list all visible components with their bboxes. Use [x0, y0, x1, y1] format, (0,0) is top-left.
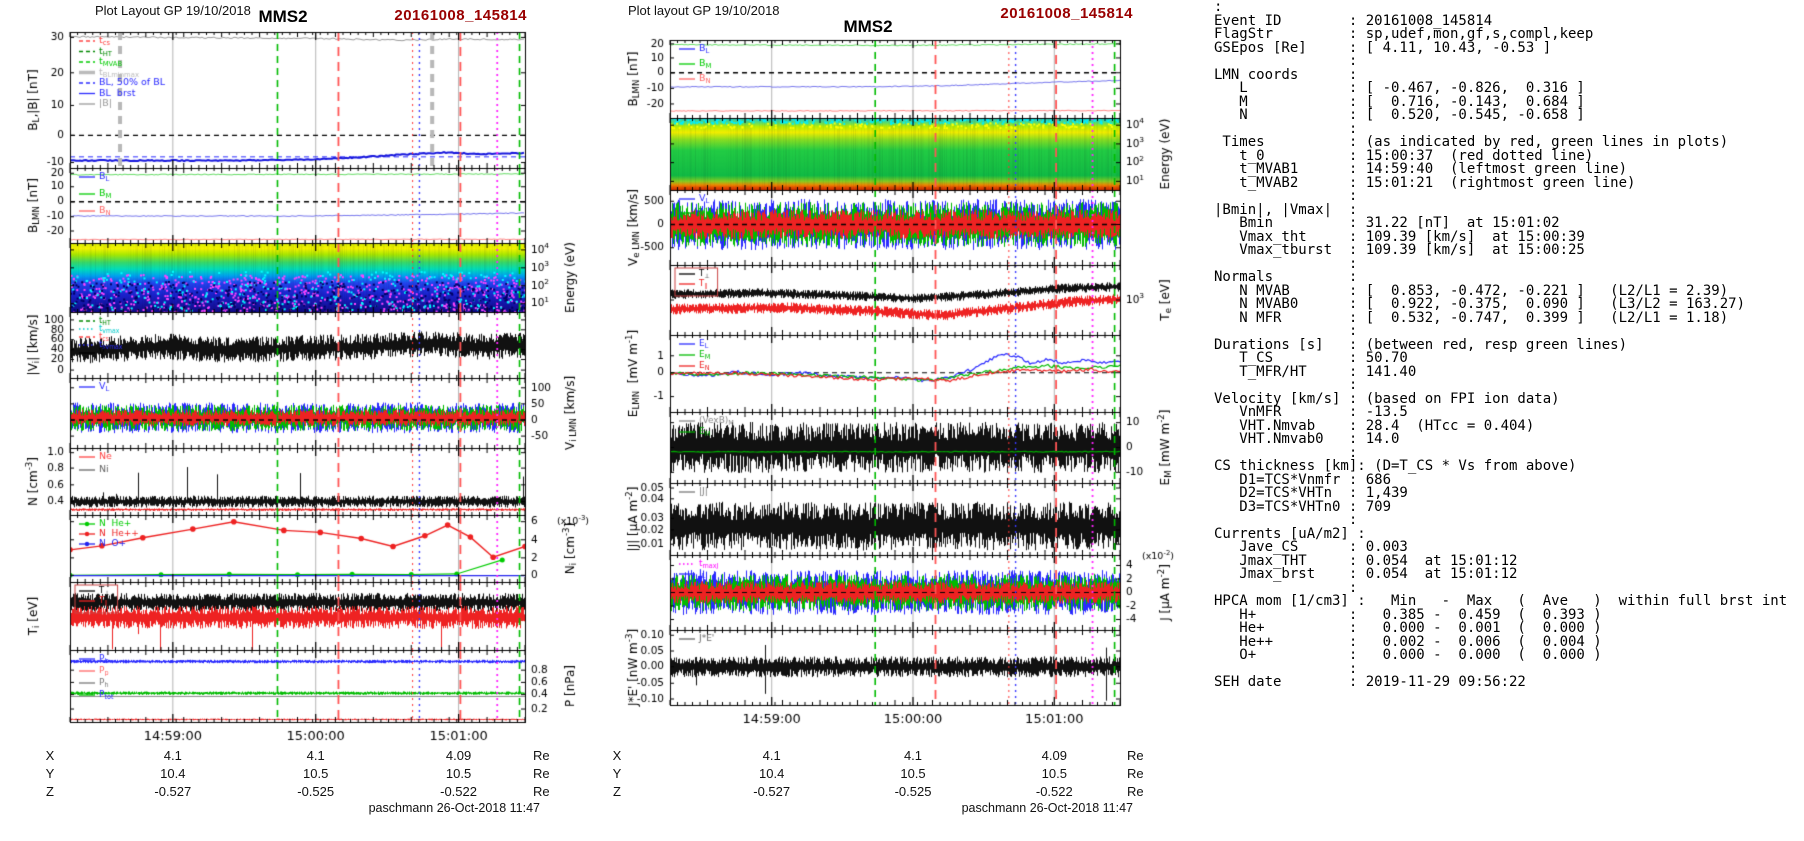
xyz-value: -0.522: [440, 784, 477, 799]
credit-mid: paschmann 26-Oct-2018 11:47: [961, 801, 1133, 815]
xyz-value: -0.527: [154, 784, 192, 799]
xyz-unit: Re: [1127, 748, 1144, 763]
xyz-value: 4.09: [1041, 748, 1067, 763]
xyz-row-label: Z: [613, 784, 621, 799]
xyz-unit: Re: [533, 766, 550, 781]
xyz-row-label: X: [612, 748, 622, 763]
xyz-row-label: Y: [45, 766, 55, 781]
xyz-row-label: X: [45, 748, 55, 763]
xyz-unit: Re: [1127, 784, 1144, 799]
info-text: : Event ID : 20161008_145814 FlagStr : s…: [1214, 0, 1788, 690]
xyz-value: 4.09: [445, 748, 472, 763]
xyz-row-label: Z: [46, 784, 54, 799]
xyz-value: 10.5: [445, 766, 472, 781]
xyz-row-label: Y: [612, 766, 622, 781]
xyz-unit: Re: [533, 748, 550, 763]
xyz-unit: Re: [533, 784, 550, 799]
xyz-value: -0.522: [1035, 784, 1073, 799]
xyz-table-mid: X 4.1 4.1 4.09 Re Y 10.4 10.5 10.5 Re Z -0.527 -0.52…: [590, 748, 1190, 808]
xyz-unit: Re: [1127, 766, 1144, 781]
xyz-value: 10.4: [160, 766, 186, 781]
xyz-value: 10.5: [1041, 766, 1067, 781]
xyz-value: 10.5: [303, 766, 329, 781]
xyz-value: 10.5: [900, 766, 926, 781]
plot-stack-ion-canvas: [0, 0, 590, 800]
credit-left: paschmann 26-Oct-2018 11:47: [368, 801, 540, 815]
plot-stack-electron-canvas: [590, 0, 1204, 800]
xyz-table-left: X 4.1 4.1 4.09 Re Y 10.4 10.5 10.5 Re Z -0.527 -0.52…: [0, 748, 590, 808]
xyz-value: 4.1: [762, 748, 781, 763]
xyz-value: 4.1: [163, 748, 182, 763]
xyz-value: -0.525: [894, 784, 932, 799]
xyz-value: 4.1: [903, 748, 923, 763]
xyz-value: -0.527: [753, 784, 791, 799]
xyz-value: 10.4: [759, 766, 785, 781]
xyz-value: -0.525: [297, 784, 335, 799]
xyz-value: 4.1: [306, 748, 325, 763]
